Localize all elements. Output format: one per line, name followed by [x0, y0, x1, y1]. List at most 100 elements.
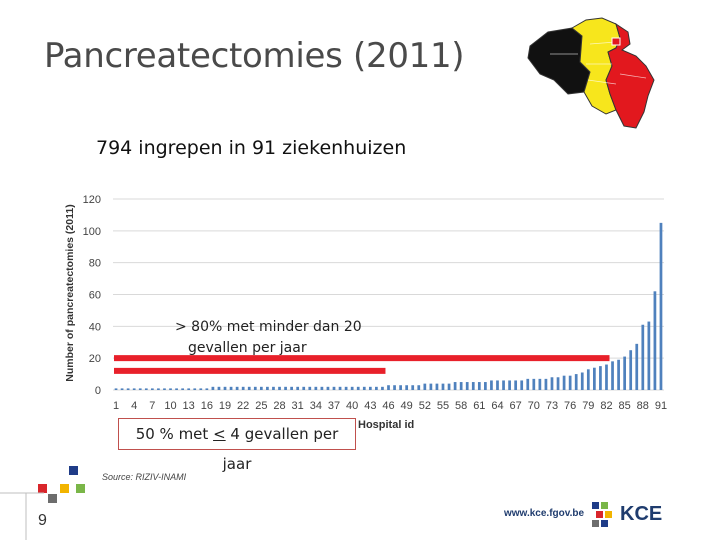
kce-logo-icon [592, 502, 612, 527]
x-tick-label: 7 [149, 400, 155, 412]
bar [611, 361, 614, 390]
x-tick-label: 85 [619, 400, 631, 412]
bar [375, 386, 378, 390]
x-tick-label: 43 [364, 400, 376, 412]
bar [514, 380, 518, 390]
bar [163, 388, 166, 390]
bar [659, 222, 663, 390]
y-tick-label: 60 [89, 290, 101, 302]
bar [490, 380, 493, 390]
source-note: Source: RIZIV-INAMI [102, 472, 187, 482]
bar [241, 386, 245, 390]
bar [586, 369, 590, 390]
x-tick-label: 73 [546, 400, 558, 412]
y-tick-label: 0 [95, 385, 101, 397]
bar [447, 383, 451, 390]
decor-square-yellow [60, 484, 69, 493]
x-tick-label: 34 [310, 400, 322, 412]
x-tick-label: 19 [219, 400, 231, 412]
bar [653, 291, 657, 390]
bar [502, 380, 505, 390]
y-tick-label: 100 [83, 226, 101, 238]
x-tick-label: 37 [328, 400, 340, 412]
slide-title: Pancreatectomies (2011) [44, 36, 465, 76]
bar [526, 378, 530, 390]
x-tick-label: 55 [437, 400, 449, 412]
bar [187, 388, 191, 390]
bar [538, 378, 542, 390]
bar [629, 350, 633, 390]
bar [593, 367, 596, 390]
bar [465, 382, 469, 390]
bar [556, 377, 560, 390]
footer-brand: KCE [620, 503, 663, 525]
bar [350, 386, 354, 390]
bar [211, 386, 215, 390]
bar [175, 388, 178, 390]
x-tick-label: 67 [510, 400, 522, 412]
x-tick-label: 28 [273, 400, 285, 412]
bar [417, 385, 421, 390]
bar [320, 386, 324, 390]
bar [132, 388, 136, 390]
bar [562, 375, 566, 390]
boxed-note-underlined: < [213, 425, 226, 443]
bar [229, 386, 233, 390]
bar [459, 382, 463, 390]
x-tick-label: 4 [131, 400, 137, 412]
x-tick-label: 46 [382, 400, 394, 412]
bar [429, 383, 433, 390]
bar [223, 386, 227, 390]
y-tick-label: 40 [89, 321, 101, 333]
bar [332, 386, 336, 390]
bar [423, 383, 427, 390]
page-number: 9 [38, 512, 47, 529]
x-tick-label: 13 [183, 400, 195, 412]
bar [508, 380, 511, 390]
y-axis-label: Number of pancreatectomies (2011) [64, 204, 76, 381]
bar [247, 386, 251, 390]
bar [393, 385, 396, 390]
bar [647, 321, 651, 390]
decor-square-red [38, 484, 47, 493]
bar [253, 386, 257, 390]
top-note-line1: > 80% met minder dan 20 [175, 319, 362, 335]
bar [278, 386, 281, 390]
y-tick-label: 120 [83, 194, 101, 206]
bar [580, 372, 584, 390]
x-tick-label: 1 [113, 400, 119, 412]
boxed-note-suffix: 4 gevallen per jaar [222, 425, 339, 473]
bar [338, 386, 342, 390]
bar [356, 386, 360, 390]
bar [399, 385, 402, 390]
bar [544, 378, 548, 390]
bar [217, 386, 221, 390]
bar [411, 385, 415, 390]
x-tick-label: 88 [637, 400, 649, 412]
x-tick-label: 91 [655, 400, 667, 412]
bar [362, 386, 366, 390]
top-note-line2: gevallen per jaar [188, 340, 307, 356]
bar [144, 388, 148, 390]
bar [635, 343, 639, 390]
bar [435, 383, 439, 390]
footer-url[interactable]: www.kce.fgov.be [504, 508, 585, 519]
bar [381, 386, 384, 390]
bar [259, 386, 263, 390]
bar [290, 386, 293, 390]
x-tick-label: 61 [473, 400, 485, 412]
decor-square-gray [48, 494, 57, 503]
bar [520, 380, 524, 390]
map-region-red [605, 22, 655, 129]
bar [205, 388, 209, 390]
bar [532, 378, 536, 390]
x-tick-label: 16 [201, 400, 213, 412]
bar [302, 386, 306, 390]
bar [308, 386, 312, 390]
bar [574, 374, 578, 390]
bar [169, 388, 172, 390]
bar [623, 356, 627, 390]
bar [368, 386, 372, 390]
x-tick-label: 79 [582, 400, 594, 412]
bar [272, 386, 275, 390]
